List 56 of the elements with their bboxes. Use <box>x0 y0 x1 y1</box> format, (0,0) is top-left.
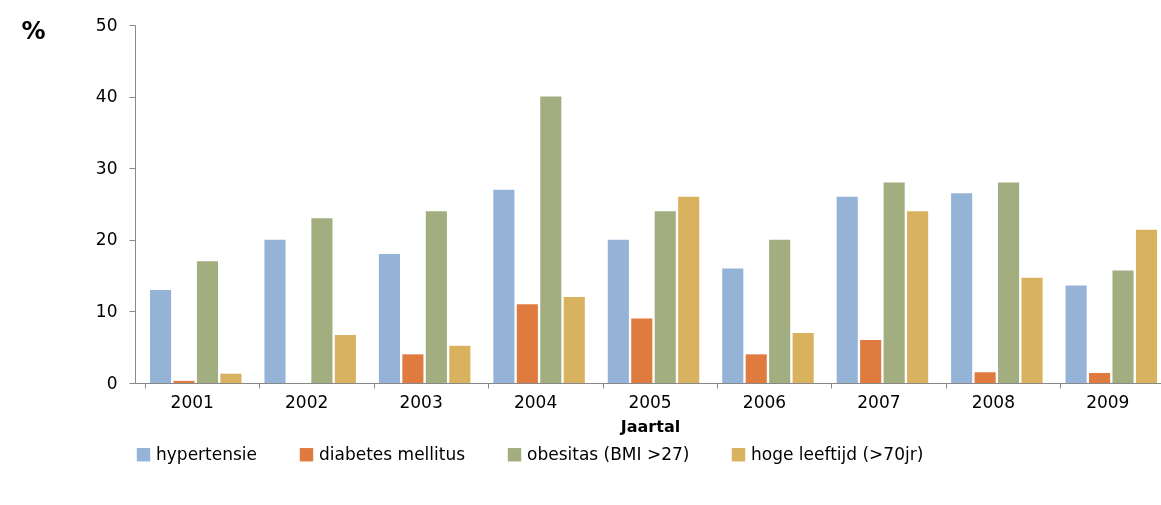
x-tick-label: 2007 <box>857 391 901 412</box>
x-tick-label: 2005 <box>628 391 672 412</box>
bar <box>1089 372 1111 383</box>
y-tick-label: 0 <box>106 372 118 393</box>
bar <box>1065 285 1087 383</box>
bar <box>425 211 447 383</box>
y-axis-title: % <box>21 16 46 45</box>
legend-label: obesitas (BMI >27) <box>527 443 690 464</box>
x-tick-label: 2006 <box>742 391 787 412</box>
bar <box>722 268 744 383</box>
bar <box>220 373 242 383</box>
bar <box>1112 270 1134 383</box>
bar <box>678 196 700 383</box>
bar <box>974 372 996 383</box>
bar <box>196 261 219 383</box>
bar <box>173 380 195 383</box>
legend-label: hoge leeftijd (>70jr) <box>751 443 924 464</box>
bar <box>951 193 973 383</box>
x-tick-label: 2002 <box>285 391 329 412</box>
bar <box>883 182 905 383</box>
bar <box>516 304 538 383</box>
bar <box>311 218 333 383</box>
bar <box>449 345 471 383</box>
bar <box>860 340 882 383</box>
bar <box>1135 229 1158 383</box>
bar <box>334 335 356 383</box>
x-tick-label: 2003 <box>399 391 443 412</box>
bar <box>607 239 629 383</box>
bar <box>540 96 562 383</box>
bar <box>264 239 286 383</box>
x-tick-label: 2009 <box>1086 391 1130 412</box>
y-tick-label: 20 <box>95 229 118 250</box>
bar <box>792 332 814 383</box>
bar <box>998 182 1020 383</box>
bar <box>769 239 791 383</box>
legend-label: diabetes mellitus <box>319 443 466 464</box>
y-tick-label: 50 <box>95 14 118 35</box>
bar <box>836 196 858 383</box>
bar <box>745 354 767 383</box>
x-tick-label: 2001 <box>170 391 214 412</box>
bar <box>563 297 585 383</box>
bar <box>378 254 400 383</box>
y-tick-label: 30 <box>95 157 118 178</box>
x-tick-label: 2004 <box>513 391 558 412</box>
bar <box>402 354 424 383</box>
bar <box>631 318 653 383</box>
bar <box>149 289 172 383</box>
bar <box>1021 277 1043 383</box>
legend-label: hypertensie <box>156 443 258 464</box>
x-axis-title: Jaartal <box>619 416 681 436</box>
y-tick-label: 40 <box>95 86 118 107</box>
bar <box>493 189 515 383</box>
bar <box>654 211 676 383</box>
x-tick-label: 2008 <box>971 391 1015 412</box>
bar <box>907 211 929 383</box>
y-tick-label: 10 <box>95 300 118 321</box>
